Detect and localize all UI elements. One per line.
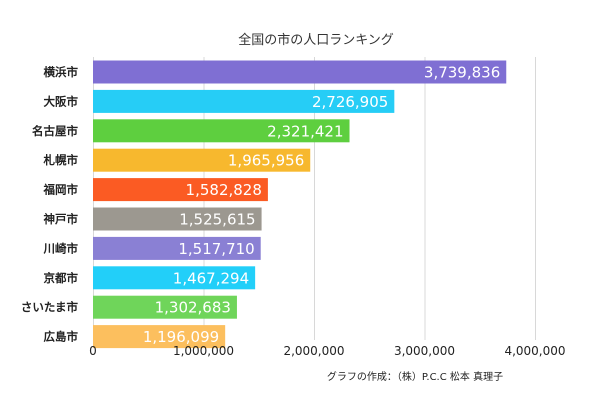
bar [93,325,226,349]
chart-credit: グラフの作成：（株）P.C.C 松本 真理子 [327,370,503,383]
bar-value-label: 2,321,421 [267,122,343,140]
category-label: 福岡市 [43,183,79,197]
x-tick-label: 3,000,000 [394,344,455,358]
bar-value-label: 1,525,615 [179,211,255,229]
bar [93,148,311,172]
bar-value-label: 3,739,836 [424,64,500,82]
category-label: 大阪市 [44,94,79,108]
x-tick-label: 1,000,000 [173,344,234,358]
bar-value-label: 1,302,683 [155,299,231,317]
bar [93,236,261,260]
x-tick-label: 0 [89,344,97,358]
x-tick-label: 4,000,000 [504,344,565,358]
category-label: 広島市 [44,330,79,344]
category-label: 京都市 [44,271,79,285]
category-label: さいたま市 [21,300,79,314]
category-label: 横浜市 [44,65,79,79]
bar [93,207,262,231]
chart-title: 全国の市の人口ランキング [238,32,394,48]
bar-value-label: 1,965,956 [228,152,304,170]
bar [93,60,507,84]
category-label: 川崎市 [43,241,79,255]
bar-value-label: 1,196,099 [143,328,219,346]
bar [93,266,256,290]
bar-value-label: 1,582,828 [186,181,262,199]
category-label: 神戸市 [44,212,79,226]
x-tick-label: 2,000,000 [283,344,344,358]
x-axis-ticks: 0 1,000,000 2,000,000 3,000,000 4,000,000 [89,344,565,358]
category-label: 名古屋市 [32,124,78,138]
category-label: 札幌市 [43,153,79,167]
bar [93,89,395,113]
bar [93,295,237,319]
bar [93,119,350,143]
bar [93,178,268,202]
bar-value-label: 2,726,905 [312,93,388,111]
bars: 3,739,836 2,726,905 2,321,421 1,965,956 1,58… [93,60,507,349]
bar-value-label: 1,517,710 [178,240,254,258]
bar-value-label: 1,467,294 [173,269,249,287]
